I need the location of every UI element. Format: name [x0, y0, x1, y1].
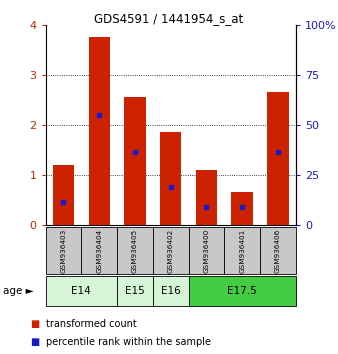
Bar: [153, 227, 189, 274]
Text: GSM936406: GSM936406: [275, 228, 281, 273]
Text: E16: E16: [161, 286, 180, 296]
Bar: [46, 276, 117, 306]
Bar: [117, 276, 153, 306]
Text: GSM936403: GSM936403: [61, 228, 67, 273]
Bar: [189, 227, 224, 274]
Text: percentile rank within the sample: percentile rank within the sample: [46, 337, 211, 347]
Text: GSM936400: GSM936400: [203, 228, 210, 273]
Text: GSM936404: GSM936404: [96, 228, 102, 273]
Text: age ►: age ►: [3, 286, 34, 296]
Bar: [232, 192, 253, 225]
Bar: [160, 132, 182, 225]
Text: GDS4591 / 1441954_s_at: GDS4591 / 1441954_s_at: [94, 12, 244, 25]
Bar: [89, 37, 110, 225]
Text: E15: E15: [125, 286, 145, 296]
Text: GSM936402: GSM936402: [168, 228, 174, 273]
Bar: [46, 227, 81, 274]
Bar: [260, 227, 296, 274]
Text: ■: ■: [30, 337, 40, 347]
Text: E14: E14: [71, 286, 91, 296]
Bar: [189, 276, 296, 306]
Text: transformed count: transformed count: [46, 319, 136, 329]
Text: GSM936401: GSM936401: [239, 228, 245, 273]
Text: ■: ■: [30, 319, 40, 329]
Bar: [124, 97, 146, 225]
Text: GSM936405: GSM936405: [132, 228, 138, 273]
Bar: [267, 92, 289, 225]
Text: E17.5: E17.5: [227, 286, 257, 296]
Bar: [53, 165, 74, 225]
Bar: [117, 227, 153, 274]
Bar: [81, 227, 117, 274]
Bar: [224, 227, 260, 274]
Bar: [153, 276, 189, 306]
Bar: [196, 170, 217, 225]
